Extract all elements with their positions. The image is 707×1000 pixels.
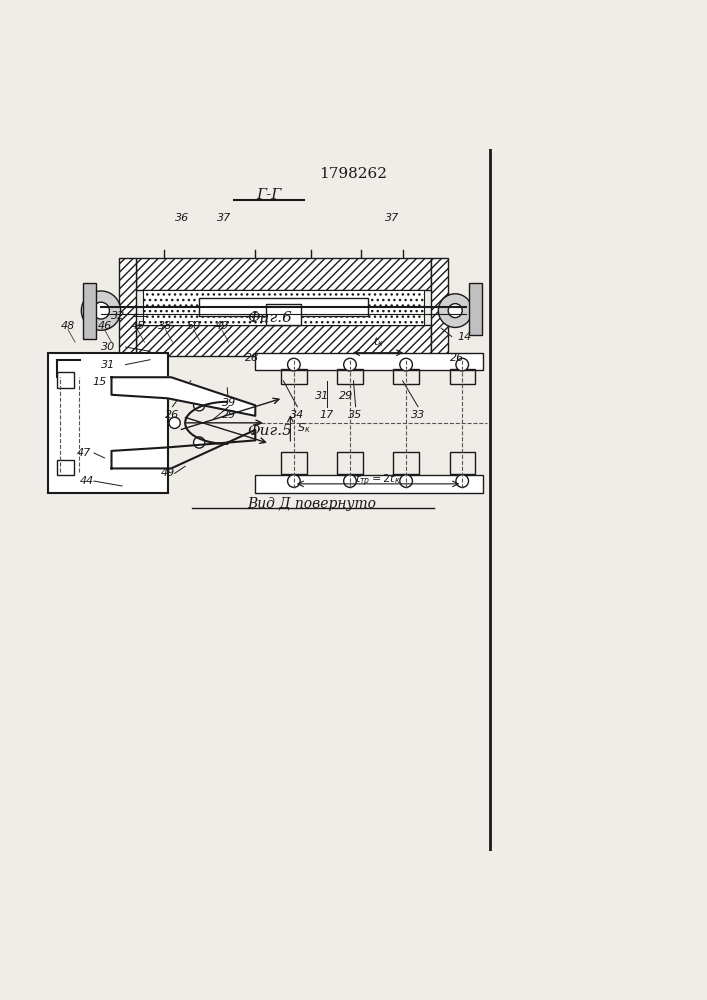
Text: 46: 46 (98, 321, 112, 331)
Text: 37: 37 (385, 213, 399, 223)
Text: 50: 50 (187, 321, 201, 331)
Text: 44: 44 (80, 476, 94, 486)
Text: 14: 14 (457, 332, 472, 342)
Bar (255, 353, 484, 370)
Text: 34: 34 (291, 410, 305, 420)
Circle shape (344, 475, 356, 487)
Polygon shape (112, 377, 255, 416)
Circle shape (456, 475, 469, 487)
Bar (255, 475, 484, 493)
Circle shape (399, 358, 412, 371)
Bar (450, 452, 475, 474)
Text: 38: 38 (158, 321, 173, 331)
Bar (136, 258, 431, 290)
Circle shape (448, 304, 462, 318)
Text: 35: 35 (349, 410, 363, 420)
Circle shape (81, 291, 121, 330)
Text: 49: 49 (214, 321, 229, 331)
Text: 26: 26 (450, 353, 464, 363)
Bar (281, 452, 307, 474)
Circle shape (194, 400, 205, 411)
Text: 1798262: 1798262 (320, 167, 387, 181)
Text: 15: 15 (93, 377, 107, 387)
Circle shape (344, 358, 356, 371)
Bar (266, 304, 301, 325)
Text: 17: 17 (320, 410, 334, 420)
Bar (281, 369, 307, 384)
Circle shape (288, 475, 300, 487)
Bar (57, 460, 74, 475)
Circle shape (93, 302, 110, 319)
Text: 36: 36 (175, 213, 189, 223)
Bar (337, 369, 363, 384)
Bar (394, 452, 419, 474)
Bar (136, 325, 431, 356)
Text: Г-Г: Г-Г (257, 188, 282, 202)
Text: Фиг.6: Фиг.6 (247, 311, 292, 325)
Circle shape (456, 358, 469, 371)
Text: Фиг.5: Фиг.5 (247, 424, 292, 438)
Circle shape (399, 475, 412, 487)
Bar (48, 353, 168, 493)
Text: 29: 29 (221, 410, 235, 420)
Text: 26: 26 (165, 410, 180, 420)
Text: 45: 45 (130, 321, 144, 331)
Text: 29: 29 (339, 391, 354, 401)
Bar (143, 290, 423, 325)
Circle shape (194, 437, 205, 448)
Text: 48: 48 (61, 321, 75, 331)
Text: Вид Д повернуто: Вид Д повернуто (247, 497, 376, 511)
Circle shape (169, 417, 180, 428)
Text: $S_к$: $S_к$ (298, 421, 311, 435)
Circle shape (438, 294, 472, 327)
Bar (119, 258, 136, 356)
Bar (83, 283, 96, 339)
Text: 30: 30 (101, 342, 115, 352)
Bar (57, 372, 74, 388)
Circle shape (288, 358, 300, 371)
Text: 49: 49 (160, 468, 175, 478)
Text: 28: 28 (245, 353, 259, 363)
Text: 31: 31 (315, 391, 329, 401)
Bar (337, 452, 363, 474)
Text: 39: 39 (221, 398, 235, 408)
Bar (469, 283, 482, 335)
Bar (394, 369, 419, 384)
Text: $t_к$: $t_к$ (373, 335, 383, 349)
Bar (450, 369, 475, 384)
Text: 33: 33 (411, 410, 425, 420)
Text: 47: 47 (76, 448, 90, 458)
Bar (199, 298, 368, 316)
Text: 31: 31 (101, 360, 115, 370)
Text: 37: 37 (216, 213, 231, 223)
Text: 32: 32 (111, 311, 126, 321)
Text: $t_{тр} = 2t_к$: $t_{тр} = 2t_к$ (355, 473, 401, 489)
Bar (431, 258, 448, 356)
